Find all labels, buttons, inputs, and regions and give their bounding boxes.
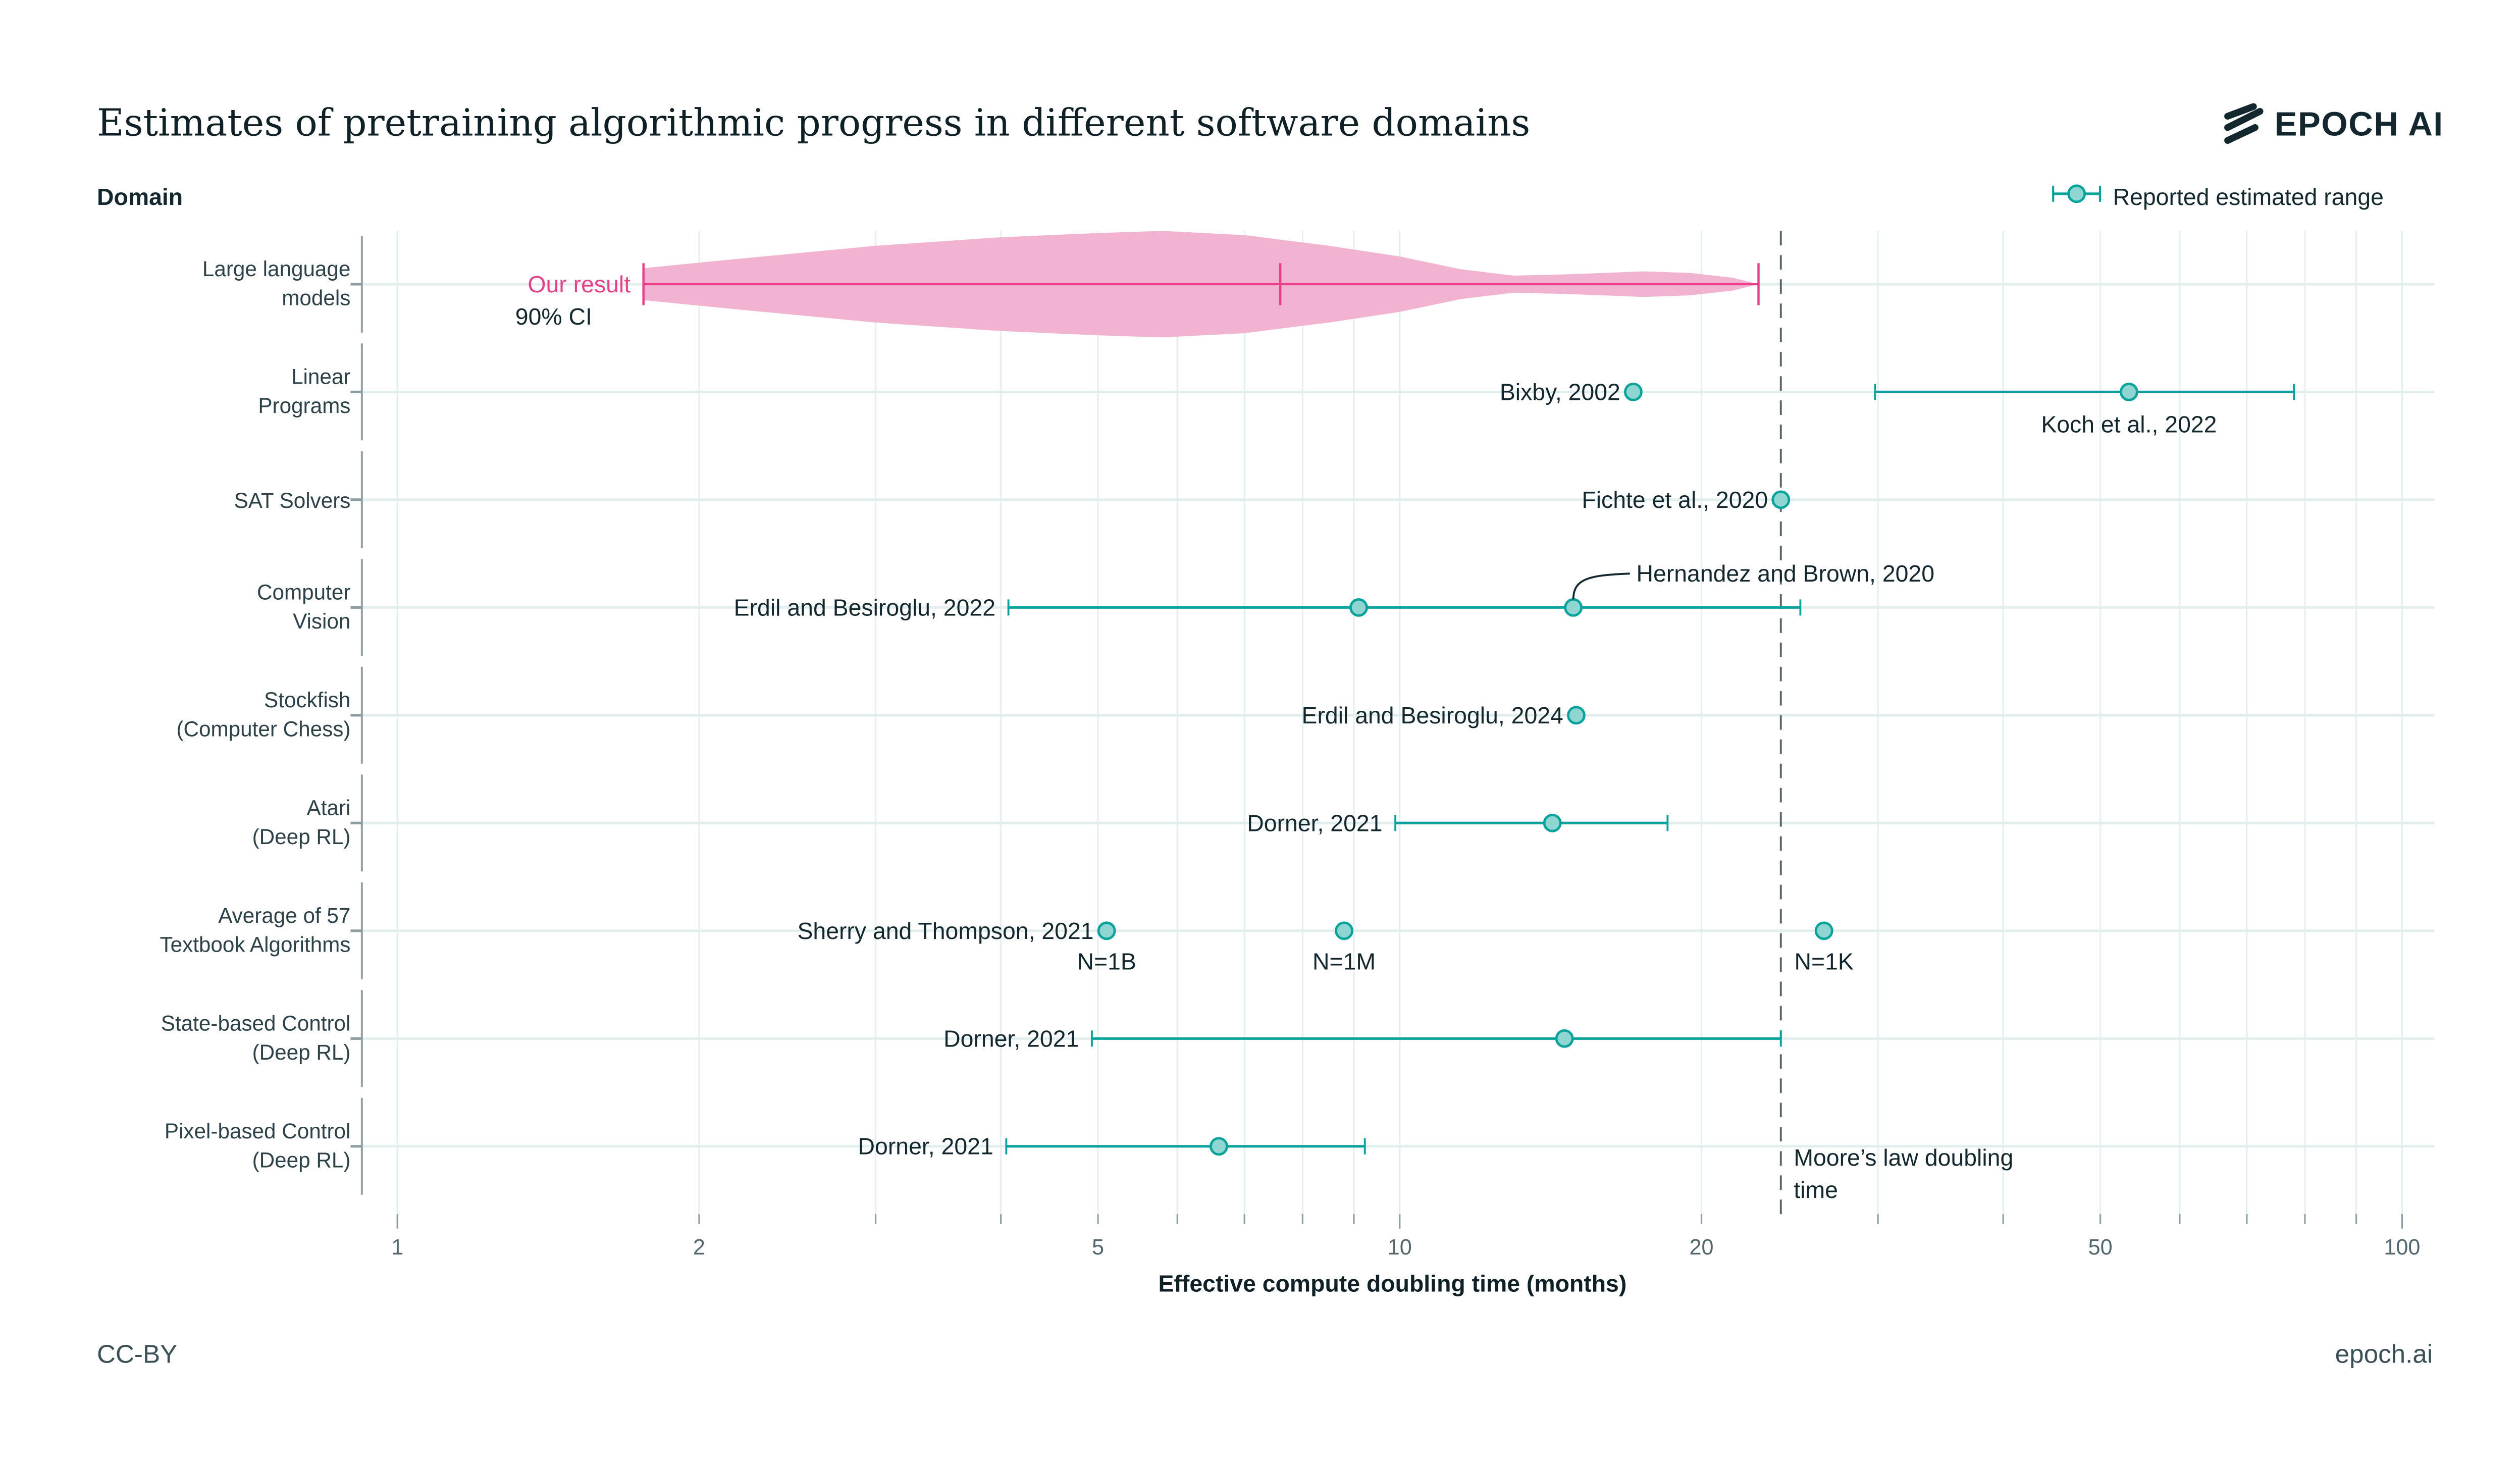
brand-name: EPOCH AI bbox=[2275, 106, 2444, 143]
domain-label-line: (Deep RL) bbox=[252, 825, 351, 849]
y-axis-labels: Large language models Linear Programs SAT So… bbox=[160, 235, 363, 1195]
estimate-point[interactable] bbox=[1210, 1137, 1228, 1156]
domain-label-line: (Computer Chess) bbox=[176, 717, 350, 741]
domain-label-line: models bbox=[282, 286, 350, 309]
domain-label-line: State-based Control bbox=[161, 1011, 351, 1035]
gridlines bbox=[396, 231, 2403, 1215]
domain-label: Pixel-based Control (Deep RL) bbox=[165, 1119, 351, 1172]
estimate-label: Dorner, 2021 bbox=[858, 1133, 993, 1160]
moores-law-label: Moore’s law doubling time bbox=[1794, 1144, 2013, 1203]
estimates: Bixby, 2002 Koch et al., 2022 Fichte et al… bbox=[734, 379, 2295, 1160]
estimate-point[interactable] bbox=[1097, 921, 1116, 940]
estimate-point-group: N=1M bbox=[1312, 921, 1376, 975]
domain-label: State-based Control (Deep RL) bbox=[161, 1011, 351, 1064]
estimate-point[interactable] bbox=[1814, 921, 1833, 940]
moores-law-label-line: time bbox=[1794, 1177, 1838, 1203]
estimate-point-group: Dorner, 2021 bbox=[858, 1133, 1366, 1160]
estimate-point-group: Dorner, 2021 bbox=[1247, 810, 1669, 836]
domain-label-line: Average of 57 bbox=[218, 904, 350, 927]
footer-license: CC-BY bbox=[97, 1339, 177, 1368]
x-tick-label: 20 bbox=[1690, 1235, 1714, 1260]
estimate-label: Fichte et al., 2020 bbox=[1582, 487, 1768, 513]
x-tick-label: 1 bbox=[391, 1235, 403, 1260]
estimate-label: Sherry and Thompson, 2021 bbox=[797, 918, 1093, 944]
estimate-point-group: Bixby, 2002 bbox=[1500, 379, 1643, 405]
estimate-label: Hernandez and Brown, 2020 bbox=[1636, 560, 1934, 587]
domain-label-line: Atari bbox=[307, 796, 351, 819]
domain-label-line: Linear bbox=[291, 364, 350, 388]
y-axis-title: Domain bbox=[97, 184, 183, 210]
domain-label-line: Stockfish bbox=[264, 688, 350, 712]
domain-label-line: (Deep RL) bbox=[252, 1040, 351, 1064]
domain-label-line: SAT Solvers bbox=[234, 489, 351, 512]
x-tick-label: 5 bbox=[1092, 1235, 1104, 1260]
domain-label: Computer Vision bbox=[257, 580, 350, 633]
x-axis-title: Effective compute doubling time (months) bbox=[1159, 1271, 1627, 1297]
chart-title: Estimates of pretraining algorithmic pro… bbox=[97, 102, 1530, 145]
estimate-label: Dorner, 2021 bbox=[943, 1025, 1079, 1052]
estimate-point-group: Erdil and Besiroglu, 2024 bbox=[1302, 702, 1586, 728]
domain-label: Average of 57 Textbook Algorithms bbox=[160, 904, 350, 957]
domain-label-line: Large language bbox=[202, 257, 351, 281]
legend: Reported estimated range bbox=[2052, 184, 2384, 210]
legend-label: Reported estimated range bbox=[2113, 184, 2384, 210]
estimate-point[interactable] bbox=[1564, 598, 1583, 617]
domain-label-line: (Deep RL) bbox=[252, 1148, 351, 1172]
estimate-point[interactable] bbox=[1624, 382, 1643, 401]
estimate-point-group: Sherry and Thompson, 2021 N=1B bbox=[797, 918, 1136, 975]
domain-label-line: Programs bbox=[258, 394, 350, 417]
our-result-violin: Our result 90% CI bbox=[515, 231, 1760, 338]
x-tick-label: 100 bbox=[2384, 1235, 2420, 1260]
estimate-point[interactable] bbox=[1555, 1029, 1574, 1048]
estimate-point-group: N=1K bbox=[1795, 921, 1854, 975]
domain-label: Atari (Deep RL) bbox=[252, 796, 351, 849]
estimate-point[interactable] bbox=[2120, 382, 2138, 401]
estimate-label: Erdil and Besiroglu, 2022 bbox=[734, 594, 995, 620]
estimate-point[interactable] bbox=[1543, 813, 1562, 832]
estimate-label: Erdil and Besiroglu, 2024 bbox=[1302, 702, 1563, 728]
estimate-sublabel: N=1B bbox=[1077, 949, 1136, 975]
estimate-sublabel: N=1M bbox=[1312, 949, 1376, 975]
epoch-logo-icon bbox=[2224, 103, 2264, 144]
x-tick-label: 10 bbox=[1388, 1235, 1412, 1260]
our-result-label: Our result bbox=[528, 271, 631, 297]
legend-range-icon bbox=[2052, 184, 2102, 203]
footer-site-link[interactable]: epoch.ai bbox=[2335, 1339, 2433, 1368]
moores-law-line: Moore’s law doubling time bbox=[1779, 231, 2013, 1215]
estimate-label: Dorner, 2021 bbox=[1247, 810, 1382, 836]
domain-label: SAT Solvers bbox=[234, 489, 351, 512]
estimate-point[interactable] bbox=[1349, 598, 1368, 617]
estimate-point[interactable] bbox=[1335, 921, 1353, 940]
estimate-label: Bixby, 2002 bbox=[1500, 379, 1620, 405]
estimate-point-group: Koch et al., 2022 bbox=[1874, 382, 2295, 437]
estimate-point-group: Dorner, 2021 bbox=[943, 1025, 1782, 1052]
estimate-point-group: Erdil and Besiroglu, 2022 bbox=[734, 594, 1802, 620]
x-tick-label: 2 bbox=[693, 1235, 705, 1260]
estimate-sublabel: N=1K bbox=[1795, 949, 1854, 975]
estimate-point[interactable] bbox=[1771, 490, 1791, 509]
domain-label-line: Textbook Algorithms bbox=[160, 932, 350, 956]
brand-logo: EPOCH AI bbox=[2224, 103, 2444, 144]
domain-label: Stockfish (Computer Chess) bbox=[176, 688, 350, 741]
estimate-label: Koch et al., 2022 bbox=[2041, 411, 2217, 437]
ci-label: 90% CI bbox=[515, 303, 592, 330]
estimate-point[interactable] bbox=[1567, 706, 1586, 725]
x-axis: 1 2 5 10 20 50 100 bbox=[391, 1214, 2420, 1260]
x-tick-label: 50 bbox=[2088, 1235, 2113, 1260]
estimate-point-group: Fichte et al., 2020 bbox=[1582, 487, 1791, 513]
domain-label: Large language models bbox=[202, 257, 351, 310]
moores-law-label-line: Moore’s law doubling bbox=[1794, 1144, 2013, 1171]
callout-line bbox=[1572, 572, 1630, 600]
domain-label-line: Computer bbox=[257, 580, 350, 604]
estimate-point-group: Hernandez and Brown, 2020 bbox=[1564, 560, 1934, 617]
domain-label: Linear Programs bbox=[258, 364, 350, 417]
domain-label-line: Pixel-based Control bbox=[165, 1119, 351, 1143]
domain-label-line: Vision bbox=[293, 609, 350, 633]
